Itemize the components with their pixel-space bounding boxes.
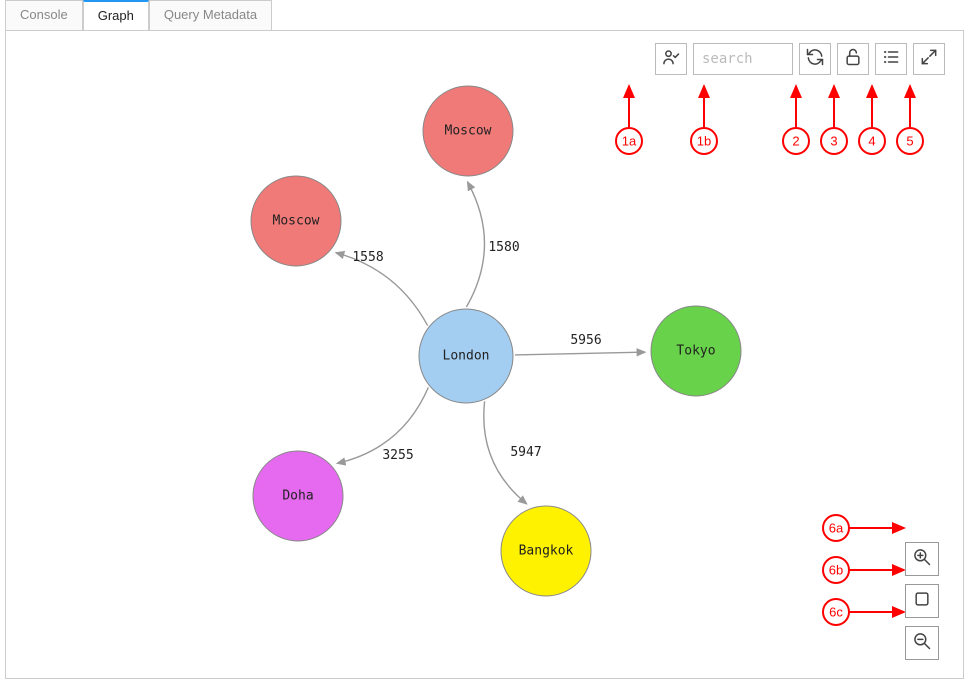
zoom-out-button[interactable] [905,626,939,660]
graph-svg[interactable]: 1558 1580 5956 3255 5947 London Moscow Moscow T… [6,31,963,678]
user-check-icon [661,47,681,72]
graph-node[interactable]: London [419,309,513,403]
refresh-button[interactable] [799,43,831,75]
svg-text:Moscow: Moscow [445,124,492,139]
refresh-icon [805,47,825,72]
edge-label: 1580 [488,240,519,255]
search-input[interactable] [693,43,793,75]
maximize-icon [919,47,939,72]
graph-node[interactable]: Tokyo [651,306,741,396]
graph-node[interactable]: Doha [253,451,343,541]
zoom-in-button[interactable] [905,542,939,576]
tab-graph[interactable]: Graph [83,0,149,30]
annotation-label: 5 [906,134,913,149]
edge-label: 5956 [570,333,601,348]
annotation-label: 6a [829,521,844,536]
list-button[interactable] [875,43,907,75]
graph-edge[interactable] [466,182,484,307]
annotation-label: 1b [697,134,711,149]
annotation-label: 4 [868,134,875,149]
tabs-bar: Console Graph Query Metadata [5,0,272,30]
svg-text:Moscow: Moscow [273,214,320,229]
annotation-label: 1a [622,134,637,149]
list-icon [881,47,901,72]
graph-node[interactable]: Moscow [251,176,341,266]
fullscreen-button[interactable] [913,43,945,75]
tab-console[interactable]: Console [5,0,83,30]
graph-node[interactable]: Bangkok [501,506,591,596]
zoom-in-icon [912,547,932,572]
user-check-button[interactable] [655,43,687,75]
graph-toolbar [655,43,945,75]
graph-panel: 1558 1580 5956 3255 5947 London Moscow Moscow T… [5,30,964,679]
zoom-controls [905,542,939,660]
annotation-label: 6c [829,605,843,620]
graph-node[interactable]: Moscow [423,86,513,176]
tab-query-metadata[interactable]: Query Metadata [149,0,272,30]
square-icon [912,589,932,614]
svg-text:London: London [443,349,490,364]
zoom-out-icon [912,631,932,656]
annotation-label: 6b [829,563,843,578]
edge-label: 3255 [382,448,413,463]
svg-text:Doha: Doha [282,489,313,504]
unlock-icon [843,47,863,72]
edge-label: 1558 [352,250,383,265]
unlock-button[interactable] [837,43,869,75]
svg-text:Tokyo: Tokyo [676,344,715,359]
zoom-fit-button[interactable] [905,584,939,618]
annotation-label: 3 [830,134,837,149]
svg-text:Bangkok: Bangkok [519,544,574,559]
annotation-label: 2 [792,134,799,149]
graph-edge[interactable] [515,352,645,355]
edge-label: 5947 [510,445,541,460]
